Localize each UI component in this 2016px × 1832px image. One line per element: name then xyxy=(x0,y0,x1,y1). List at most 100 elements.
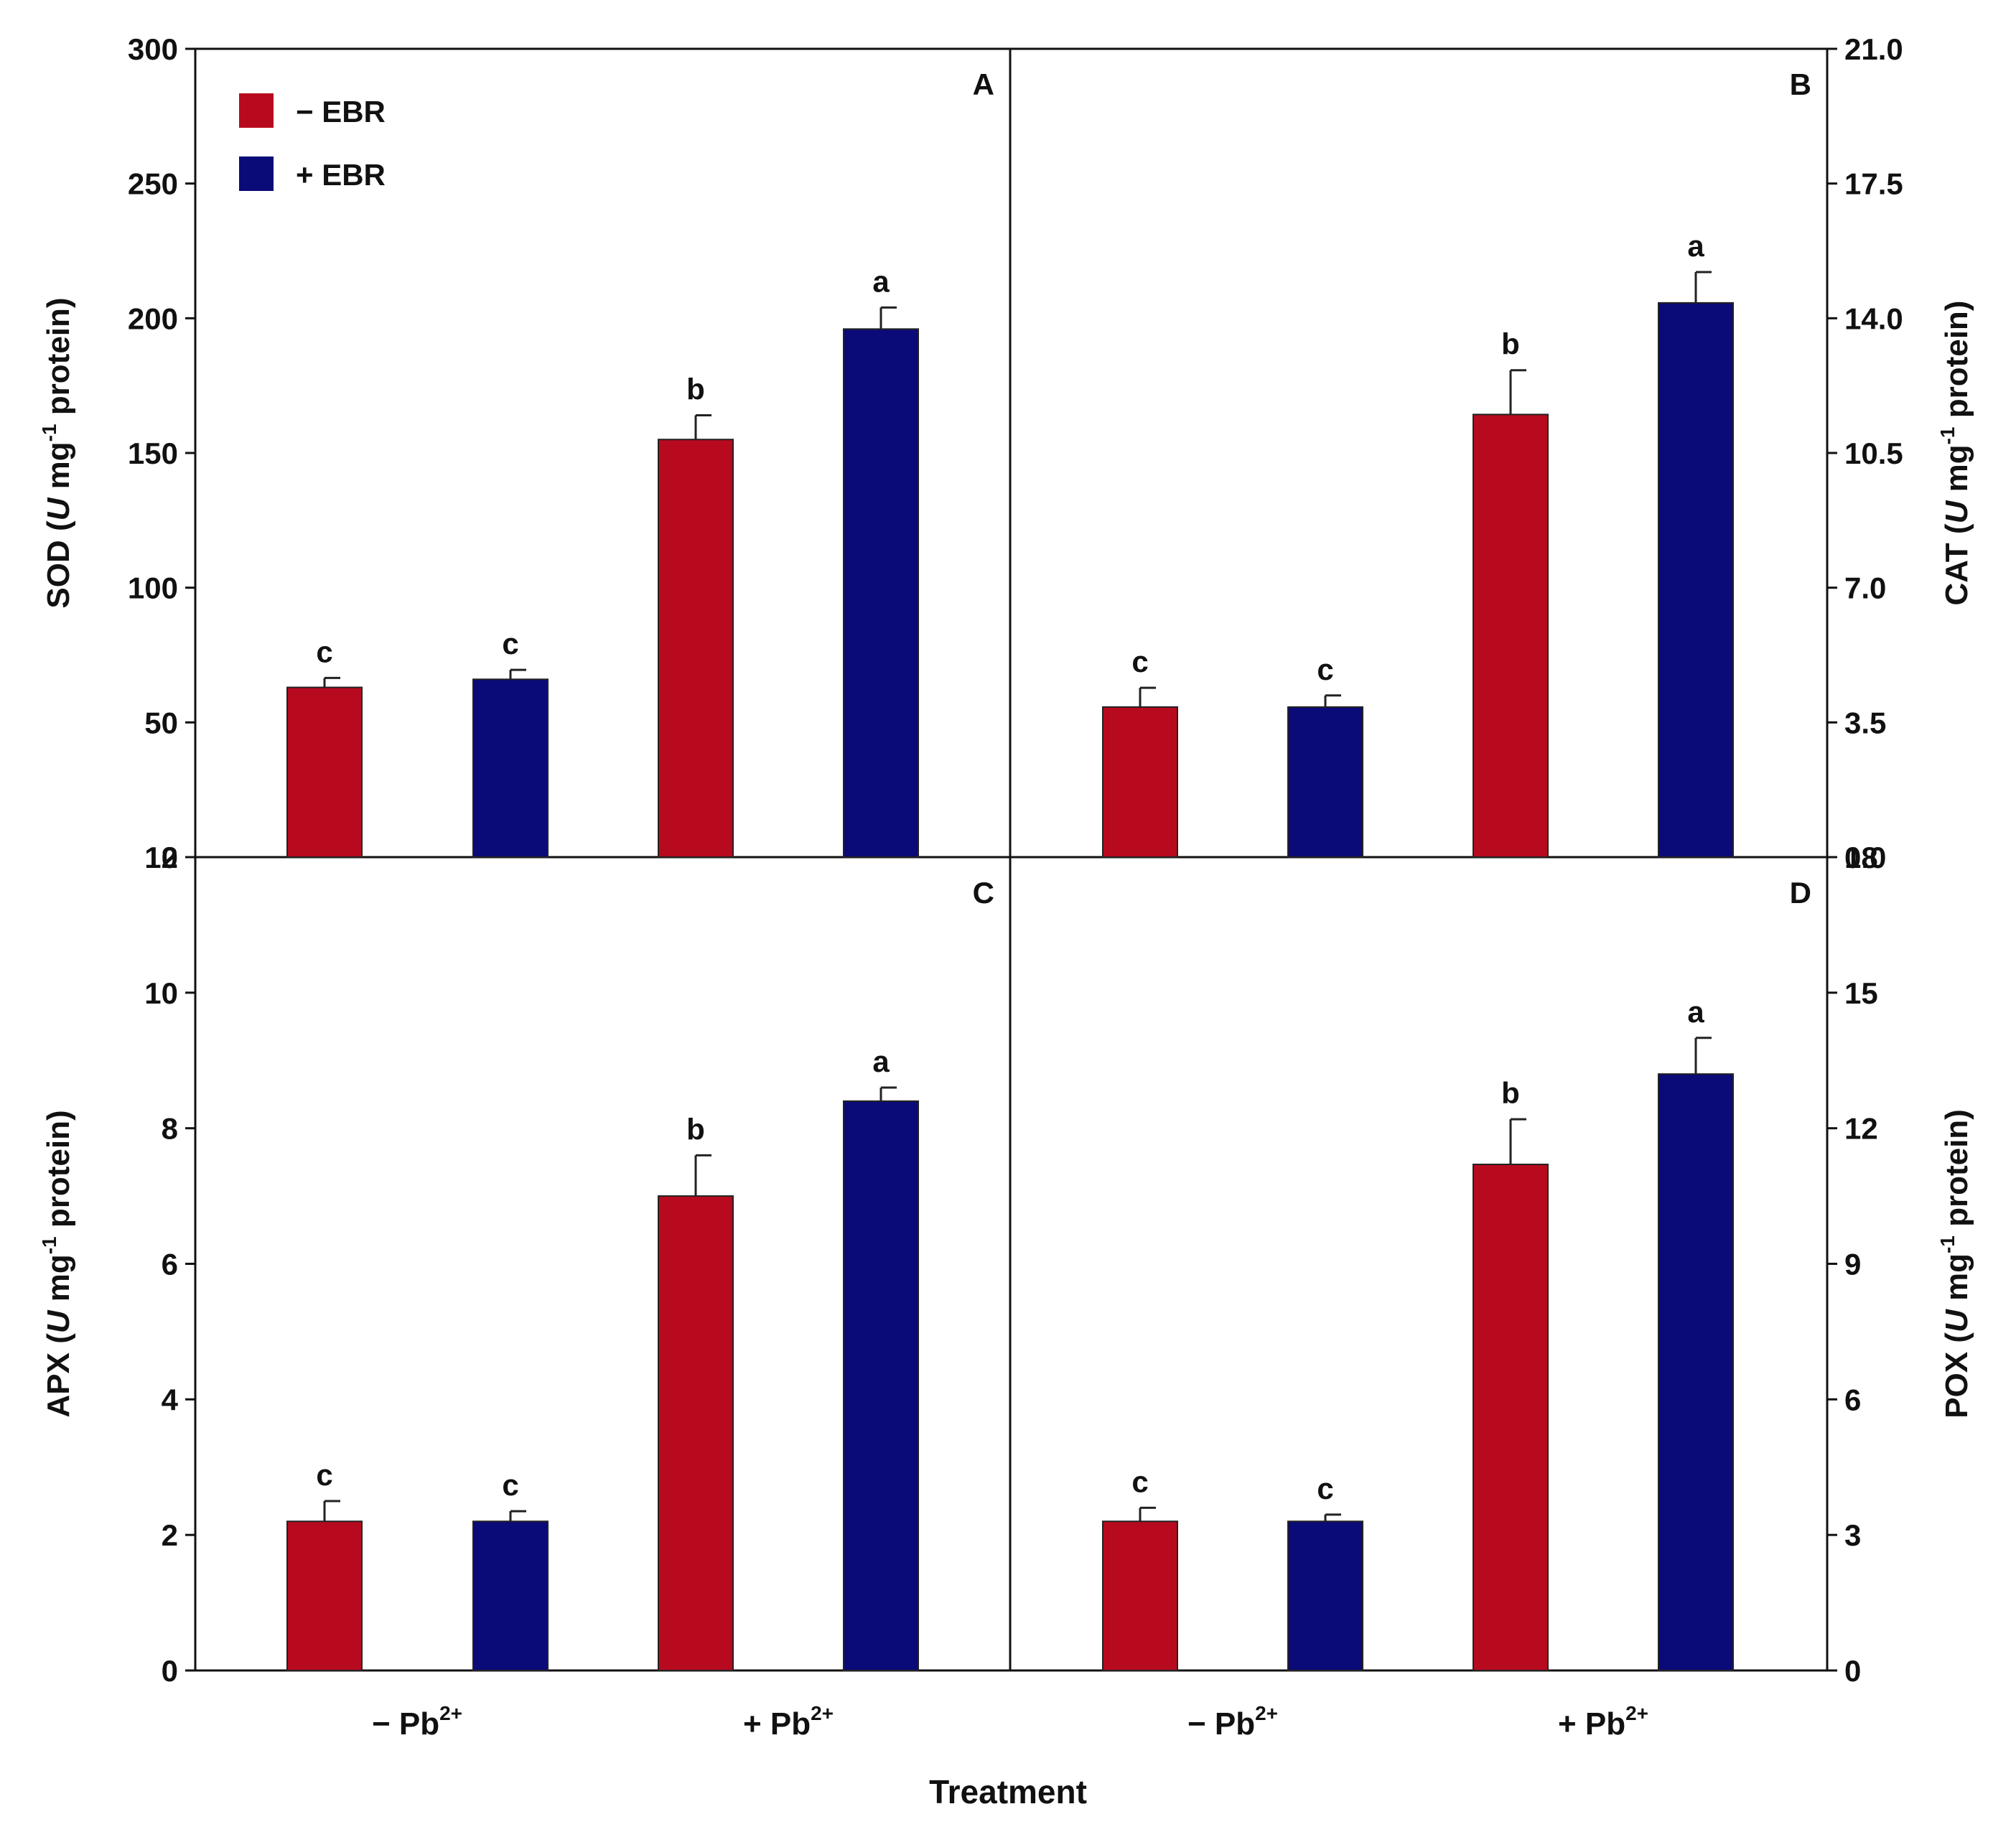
x-category-base: − Pb xyxy=(372,1706,439,1742)
y-tick-label: 200 xyxy=(128,302,178,335)
y-tick-label: 7.0 xyxy=(1844,571,1886,605)
y-axis-label: POX (U mg-1 protein) xyxy=(1936,1109,1974,1419)
bar xyxy=(1287,706,1363,859)
x-category-base: + Pb xyxy=(743,1706,811,1742)
y-tick-label: 12 xyxy=(1844,1112,1878,1146)
y-axis-label-sup: -1 xyxy=(38,424,60,441)
y-axis-label-text: POX ( xyxy=(1939,1332,1974,1419)
y-axis-label-sup: -1 xyxy=(1936,427,1959,445)
y-tick-label: 14.0 xyxy=(1844,302,1903,335)
y-tick-label: 100 xyxy=(128,571,178,605)
panel-C: 0 2 4 6 8 10 12 APX (U mg-1 protein) Cc c b a xyxy=(38,841,994,1688)
y-axis-label-text: mg xyxy=(41,1254,76,1310)
bar xyxy=(843,1100,919,1671)
significance-letter: c xyxy=(1317,653,1333,686)
bar xyxy=(1473,1164,1549,1671)
y-axis-label-text: mg xyxy=(1939,444,1974,500)
bar xyxy=(658,1195,734,1672)
bar xyxy=(843,328,919,858)
significance-letter: b xyxy=(1501,1076,1520,1110)
legend-label: + EBR xyxy=(296,158,386,192)
y-tick-label: 8 xyxy=(162,1112,178,1146)
bar xyxy=(1473,413,1549,858)
y-tick-label: 17.5 xyxy=(1844,167,1903,201)
significance-letter: a xyxy=(872,1044,890,1078)
significance-letter: c xyxy=(502,1468,518,1502)
significance-letter: c xyxy=(502,627,518,660)
significance-letter: b xyxy=(1501,327,1520,361)
significance-letter: c xyxy=(316,1458,332,1492)
significance-letter: c xyxy=(1131,645,1148,678)
y-axis-label-text: mg xyxy=(1939,1253,1974,1309)
bar xyxy=(286,1520,363,1672)
bar xyxy=(1287,1520,1363,1672)
y-axis-label-text: mg xyxy=(41,441,76,497)
y-tick-label: 21.0 xyxy=(1844,32,1903,66)
panel-letter: D xyxy=(1790,876,1811,910)
bar xyxy=(472,678,549,859)
y-axis-label: APX (U mg-1 protein) xyxy=(38,1110,76,1417)
y-tick-label: 6 xyxy=(162,1248,178,1281)
y-axis-label: CAT (U mg-1 protein) xyxy=(1936,301,1974,606)
significance-letter: c xyxy=(1317,1472,1333,1505)
bar xyxy=(1102,706,1178,859)
y-tick-label: 150 xyxy=(128,436,178,470)
x-category-sup: 2+ xyxy=(1625,1702,1648,1724)
y-axis-label-text: CAT ( xyxy=(1939,523,1974,605)
panel-D: 0 3 6 9 12 15 18 POX (U mg-1 protein) Dc c b a xyxy=(1102,841,1974,1688)
panel-letter: C xyxy=(973,876,994,910)
panel-letter: B xyxy=(1790,67,1811,101)
y-axis-label: SOD (U mg-1 protein) xyxy=(38,297,76,608)
bar xyxy=(658,439,734,858)
y-tick-label: 0 xyxy=(1844,1654,1861,1688)
y-tick-label: 300 xyxy=(128,32,178,66)
x-category-label: + Pb2+ xyxy=(743,1702,834,1742)
significance-letter: a xyxy=(872,264,890,298)
y-tick-label: 9 xyxy=(1844,1248,1861,1281)
x-category-label: + Pb2+ xyxy=(1558,1702,1648,1742)
y-tick-label: 4 xyxy=(162,1383,179,1416)
bar xyxy=(286,686,363,858)
y-tick-label: 250 xyxy=(128,167,178,201)
bar xyxy=(1102,1520,1178,1672)
bar xyxy=(1658,1073,1734,1671)
y-tick-label: 2 xyxy=(162,1518,178,1552)
y-axis-label-text: protein) xyxy=(41,1110,76,1236)
y-tick-label: 3.5 xyxy=(1844,706,1886,739)
y-axis-label-unit: U xyxy=(41,1309,76,1333)
y-axis-label-unit: U xyxy=(1939,500,1974,523)
y-tick-label: 15 xyxy=(1844,976,1878,1010)
y-tick-label: 0.0 xyxy=(1844,841,1886,874)
y-tick-label: 50 xyxy=(144,706,178,739)
y-axis-label-unit: U xyxy=(1939,1309,1974,1332)
y-axis-label-unit: U xyxy=(41,497,76,520)
significance-letter: c xyxy=(316,635,332,668)
y-axis-label-text: protein) xyxy=(1939,1109,1974,1235)
x-category-base: + Pb xyxy=(1558,1706,1625,1742)
y-axis-label-sup: -1 xyxy=(1936,1235,1959,1253)
significance-letter: b xyxy=(686,372,705,406)
y-axis-label-sup: -1 xyxy=(38,1236,60,1254)
y-tick-label: 10.5 xyxy=(1844,436,1903,470)
x-category-label: − Pb2+ xyxy=(1187,1702,1278,1742)
y-tick-label: 18 xyxy=(1844,841,1878,874)
x-category-sup: 2+ xyxy=(811,1702,834,1724)
legend: − EBR + EBR xyxy=(239,93,386,192)
significance-letter: a xyxy=(1687,995,1704,1029)
legend-label: − EBR xyxy=(296,95,386,128)
x-category-sup: 2+ xyxy=(439,1702,462,1724)
y-tick-label: 12 xyxy=(144,841,178,874)
plot-frames xyxy=(194,47,1829,1672)
y-tick-label: 3 xyxy=(1844,1518,1861,1552)
y-axis-label-text: APX ( xyxy=(41,1333,76,1418)
x-category-base: − Pb xyxy=(1187,1706,1255,1742)
x-category-sup: 2+ xyxy=(1255,1702,1278,1724)
significance-letter: a xyxy=(1687,229,1704,263)
panel-letter: A xyxy=(973,67,994,101)
bar xyxy=(1658,302,1734,858)
bar xyxy=(472,1520,549,1672)
panel-B: 0.0 3.5 7.0 10.5 14.0 17.5 21.0 CAT (U mg-1 pro… xyxy=(1102,32,1974,874)
significance-letter: c xyxy=(1131,1464,1148,1498)
y-tick-label: 0 xyxy=(162,841,178,874)
